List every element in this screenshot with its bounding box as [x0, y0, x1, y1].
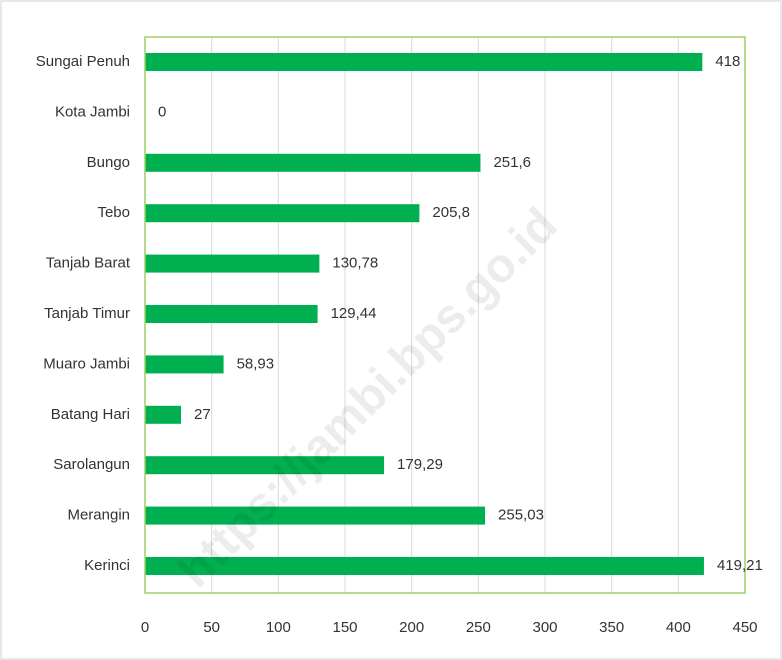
bar [145, 456, 385, 475]
y-tick-label: Sungai Penuh [36, 53, 130, 70]
value-label: 418 [715, 53, 740, 70]
y-tick-label: Tanjab Barat [46, 255, 131, 272]
y-tick-label: Tebo [97, 204, 130, 221]
plot-border [144, 36, 746, 594]
value-label: 58,93 [237, 355, 275, 372]
x-tick-label: 50 [203, 619, 220, 636]
y-tick-label: Kerinci [84, 557, 130, 574]
x-tick-label: 450 [732, 619, 757, 636]
bar [145, 305, 318, 323]
y-tick-label: Kota Jambi [55, 103, 130, 120]
value-label: 419,21 [717, 557, 763, 574]
x-tick-label: 300 [532, 619, 557, 636]
value-label: 129,44 [331, 305, 377, 322]
y-tick-label: Bungo [87, 154, 130, 171]
y-tick-label: Merangin [67, 507, 130, 524]
y-tick-label: Muaro Jambi [43, 355, 130, 372]
x-tick-label: 350 [599, 619, 624, 636]
bar [145, 204, 420, 223]
x-tick-label: 400 [666, 619, 691, 636]
y-tick-label: Tanjab Timur [44, 305, 130, 322]
x-tick-label: 100 [266, 619, 291, 636]
bar [145, 405, 181, 424]
value-label: 0 [158, 103, 166, 120]
y-tick-label: Sarolangun [53, 456, 130, 473]
value-label: 255,03 [498, 507, 544, 524]
value-label: 179,29 [397, 456, 443, 473]
value-label: 130,78 [332, 255, 378, 272]
x-tick-label: 0 [141, 619, 149, 636]
bar [145, 254, 320, 273]
y-tick-label: Batang Hari [51, 406, 130, 423]
value-label: 27 [194, 406, 211, 423]
bar [145, 355, 224, 374]
x-tick-label: 250 [466, 619, 491, 636]
x-tick-label: 150 [332, 619, 357, 636]
bar [145, 557, 704, 575]
value-label: 251,6 [493, 154, 531, 171]
value-label: 205,8 [432, 204, 470, 221]
bar [145, 506, 486, 525]
marks [145, 53, 704, 575]
bar [145, 153, 481, 172]
x-tick-label: 200 [399, 619, 424, 636]
bar [145, 53, 703, 71]
